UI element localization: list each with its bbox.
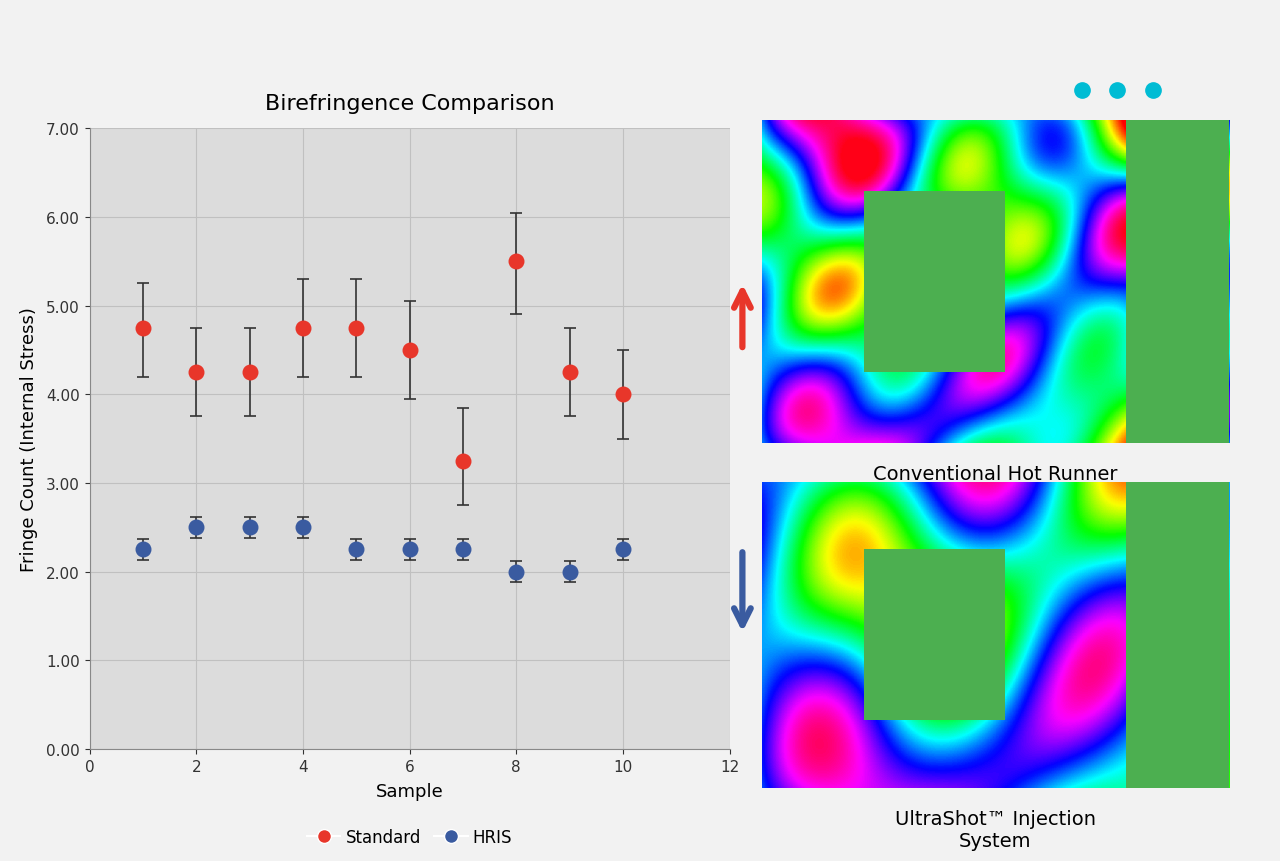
Standard <box>613 388 634 402</box>
HRIS <box>239 521 260 535</box>
Standard <box>346 321 366 335</box>
Standard <box>293 321 314 335</box>
HRIS <box>186 521 206 535</box>
Standard <box>239 366 260 380</box>
Standard <box>133 321 154 335</box>
Standard <box>559 366 580 380</box>
Title: Birefringence Comparison: Birefringence Comparison <box>265 94 554 114</box>
Y-axis label: Fringe Count (Internal Stress): Fringe Count (Internal Stress) <box>19 307 37 572</box>
HRIS <box>506 565 526 579</box>
Text: UltraShot™ Injection
System: UltraShot™ Injection System <box>895 809 1096 851</box>
Standard <box>186 366 206 380</box>
Legend: Standard, HRIS: Standard, HRIS <box>301 821 518 852</box>
Text: Conventional Hot Runner: Conventional Hot Runner <box>873 465 1117 484</box>
Bar <box>864 191 1005 372</box>
Standard <box>399 344 420 357</box>
Standard <box>453 455 474 468</box>
HRIS <box>293 521 314 535</box>
Bar <box>1126 121 1229 443</box>
Bar <box>776 137 1172 427</box>
X-axis label: Sample: Sample <box>376 782 443 800</box>
HRIS <box>346 543 366 557</box>
Bar <box>1126 482 1229 788</box>
Standard <box>506 255 526 269</box>
Bar <box>864 549 1005 721</box>
HRIS <box>399 543 420 557</box>
HRIS <box>133 543 154 557</box>
HRIS <box>559 565 580 579</box>
HRIS <box>613 543 634 557</box>
HRIS <box>453 543 474 557</box>
